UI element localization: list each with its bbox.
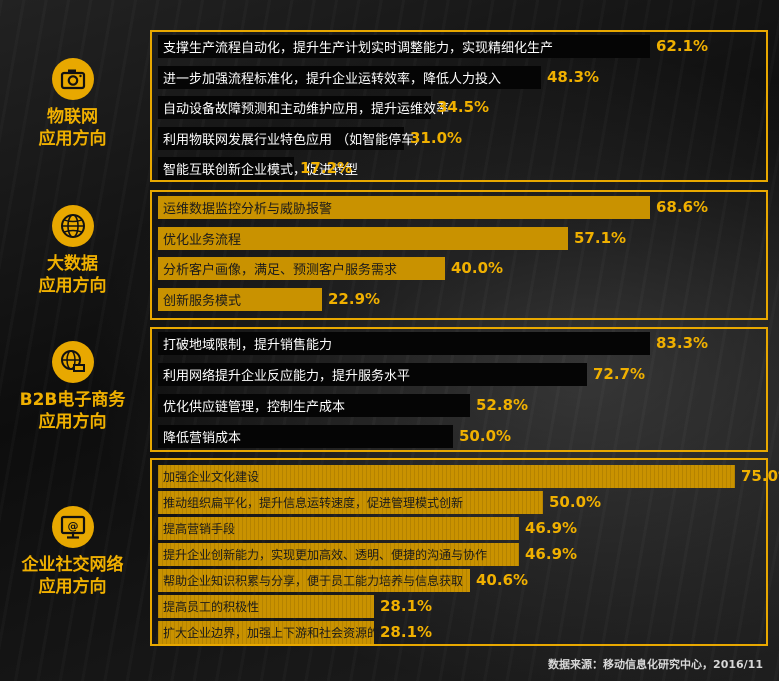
bar-value-label: 40.0% [451,259,504,277]
bar: 智能互联创新企业模式，促进转型 [158,157,358,180]
bar: 推动组织扁平化，提升信息运转速度，促进管理模式创新 [158,491,543,514]
bar-value-label: 75.0% [741,467,779,485]
bar-value-label: 57.1% [574,229,627,247]
bar-value-label: 22.9% [328,290,381,308]
bar-value-label: 83.3% [656,334,709,352]
bar: 分析客户画像，满足、预测客户服务需求 [158,257,445,280]
bar: 提升企业创新能力，实现更加高效、透明、便捷的沟通与协作 [158,543,519,566]
globe-icon [51,205,94,247]
group-panel-3 [150,327,768,452]
at-monitor-icon: @ [51,506,94,548]
group-title-line: 应用方向 [38,129,107,149]
bar-category-label: 支撑生产流程自动化，提升生产计划实时调整能力，实现精细化生产 [163,41,554,56]
group-label-4: @ 企业社交网络 应用方向 [0,506,145,598]
bar-category-label: 降低营销成本 [163,431,242,446]
bar-value-label: 28.1% [380,597,433,615]
bar-category-label: 利用物联网发展行业特色应用 （如智能停车） [163,133,428,148]
bar-value-label: 48.3% [547,68,600,86]
group-title-line: 企业社交网络 [21,555,124,575]
data-source-note: 数据来源：移动信息化研究中心，2016/11 [548,658,763,671]
bar: 扩大企业边界，加强上下游和社会资源的联接 [158,621,403,644]
bar-value-label: 28.1% [380,623,433,641]
group-label-2: 大数据 应用方向 [0,205,145,297]
bar-category-label: 提升企业创新能力，实现更加高效、透明、便捷的沟通与协作 [163,548,488,562]
bar-category-label: 扩大企业边界，加强上下游和社会资源的联接 [163,626,404,640]
bar-category-label: 创新服务模式 [163,294,242,309]
bar-value-label: 50.0% [549,493,602,511]
bar-category-label: 进一步加强流程标准化，提升企业运转效率，降低人力投入 [163,72,502,87]
bar: 降低营销成本 [158,425,453,448]
bar-category-label: 提高员工的积极性 [163,600,260,614]
group-label-1: 物联网 应用方向 [0,58,145,150]
group-title-line: 应用方向 [38,276,107,296]
bar-value-label: 68.6% [656,198,709,216]
bar: 进一步加强流程标准化，提升企业运转效率，降低人力投入 [158,66,541,89]
bar-category-label: 优化供应链管理，控制生产成本 [163,400,346,415]
group-title-line: B2B电子商务 [19,390,126,410]
bar: 打破地域限制，提升销售能力 [158,332,650,355]
bar: 提高营销手段 [158,517,519,540]
bar-category-label: 帮助企业知识积累与分享，便于员工能力培养与信息获取 [163,574,464,588]
group-title-line: 应用方向 [38,412,107,432]
bar-category-label: 加强企业文化建设 [163,470,260,484]
bar-value-label: 72.7% [593,365,646,383]
bar-category-label: 打破地域限制，提升销售能力 [163,338,333,353]
bar-category-label: 自动设备故障预测和主动维护应用，提升运维效率 [163,102,450,117]
group-label-3: B2B电子商务 应用方向 [0,341,145,433]
bar: 支撑生产流程自动化，提升生产计划实时调整能力，实现精细化生产 [158,35,650,58]
svg-text:@: @ [67,520,78,533]
bar: 加强企业文化建设 [158,465,735,488]
bar: 优化业务流程 [158,227,568,250]
group-title-line: 大数据 [47,254,98,274]
bar: 利用物联网发展行业特色应用 （如智能停车） [158,127,427,150]
bar-value-label: 62.1% [656,37,709,55]
bar-value-label: 31.0% [410,129,463,147]
group-title-line: 应用方向 [38,577,107,597]
web-commerce-icon [51,341,94,383]
camera-icon [51,58,94,100]
bar-value-label: 34.5% [437,98,490,116]
bar: 自动设备故障预测和主动维护应用，提升运维效率 [158,96,449,119]
bar: 优化供应链管理，控制生产成本 [158,394,470,417]
group-panel-4 [150,458,768,646]
bar: 创新服务模式 [158,288,322,311]
bar: 提高员工的积极性 [158,595,374,618]
bar-value-label: 17.2% [300,159,353,177]
bar-category-label: 优化业务流程 [163,233,242,248]
bar-category-label: 利用网络提升企业反应能力，提升服务水平 [163,369,411,384]
bar-value-label: 52.8% [476,396,529,414]
bar-category-label: 智能互联创新企业模式，促进转型 [163,163,359,178]
bar: 利用网络提升企业反应能力，提升服务水平 [158,363,587,386]
bar-value-label: 46.9% [525,519,578,537]
group-panel-1 [150,30,768,182]
group-title-line: 物联网 [47,107,98,127]
bar: 运维数据监控分析与威胁报警 [158,196,650,219]
bar-value-label: 46.9% [525,545,578,563]
bar-category-label: 分析客户画像，满足、预测客户服务需求 [163,263,398,278]
bar-value-label: 40.6% [476,571,529,589]
bar-category-label: 提高营销手段 [163,522,236,536]
bar: 帮助企业知识积累与分享，便于员工能力培养与信息获取 [158,569,470,592]
bar-value-label: 50.0% [459,427,512,445]
group-panel-2 [150,190,768,320]
bar-category-label: 推动组织扁平化，提升信息运转速度，促进管理模式创新 [163,496,464,510]
bar-category-label: 运维数据监控分析与威胁报警 [163,202,333,217]
